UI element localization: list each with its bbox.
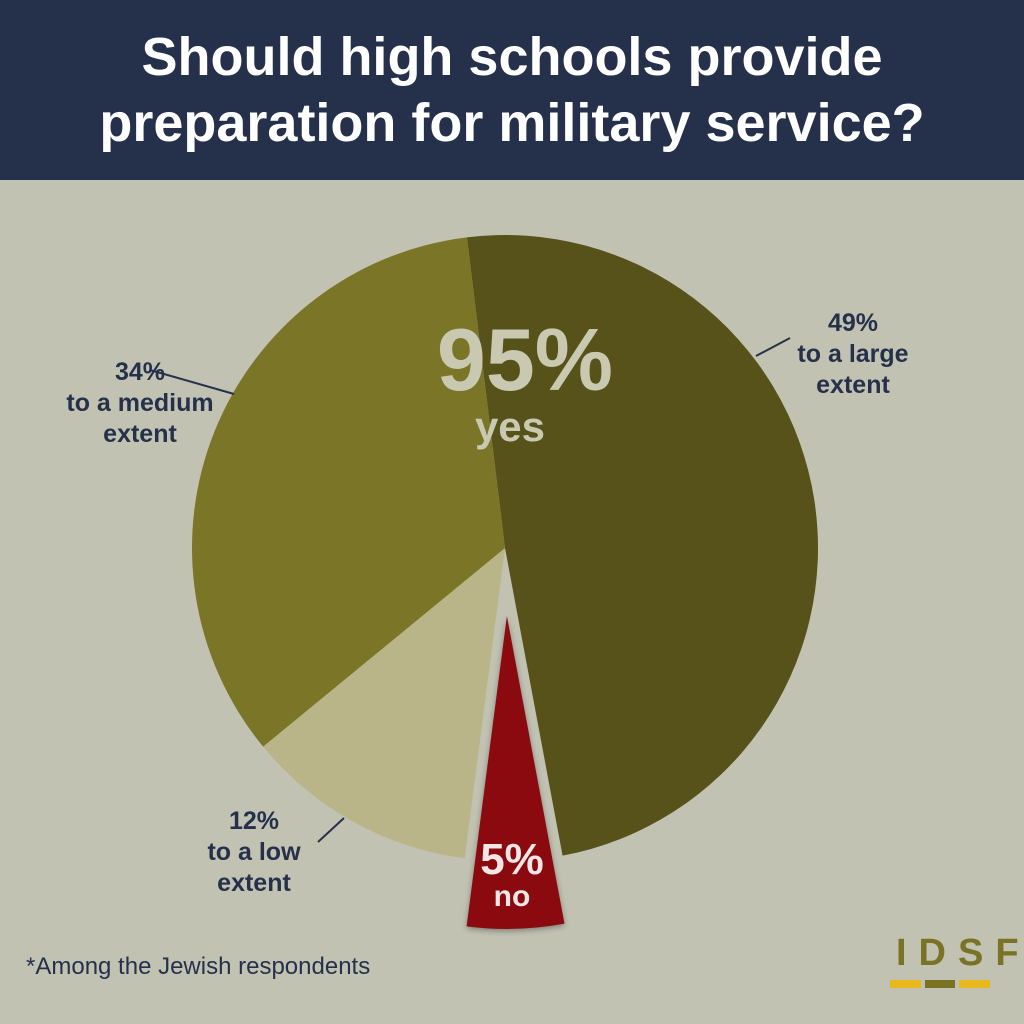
label-low-line2: extent	[217, 869, 291, 897]
logo-bar-2	[924, 980, 956, 988]
label-large-extent: 49% to a large extent	[790, 308, 916, 401]
chart-title-line-2: preparation for military service?	[99, 93, 925, 153]
label-large-line1: to a large	[797, 340, 909, 368]
label-medium-pct: 34%	[114, 358, 166, 386]
pie-slice-low-extent	[263, 548, 505, 859]
label-medium-line1: to a medium	[66, 389, 214, 417]
label-low-extent: 12% to a low extent	[184, 806, 324, 899]
logo-bar-1	[890, 980, 921, 988]
idsf-logo: IDSF	[884, 932, 1024, 992]
label-large-line2: extent	[816, 371, 890, 399]
leader-line-low	[317, 817, 345, 843]
label-medium-extent: 34% to a medium extent	[50, 357, 230, 450]
pie-slice-large-extent	[466, 235, 818, 856]
label-medium-line2: extent	[103, 420, 177, 448]
yes-percent-label: 95%	[436, 310, 614, 409]
leader-line-large	[755, 337, 791, 357]
logo-bars	[890, 980, 991, 988]
footnote: *Among the Jewish respondents	[26, 953, 371, 980]
leader-line-medium	[149, 369, 235, 395]
no-percent-label: 5%	[480, 835, 544, 884]
header-banner: Should high schools provide preparation …	[0, 0, 1024, 180]
pie-slice-medium-extent	[191, 237, 505, 747]
logo-bar-3	[959, 980, 991, 988]
label-large-pct: 49%	[827, 309, 879, 337]
chart-title-line-1: Should high schools provide	[141, 27, 883, 87]
logo-text: IDSF	[896, 932, 1024, 974]
label-low-line1: to a low	[207, 838, 301, 866]
yes-word-label: yes	[474, 403, 546, 450]
label-low-pct: 12%	[228, 807, 280, 835]
pie-slice-no	[466, 615, 565, 929]
no-word-label: no	[493, 880, 531, 913]
